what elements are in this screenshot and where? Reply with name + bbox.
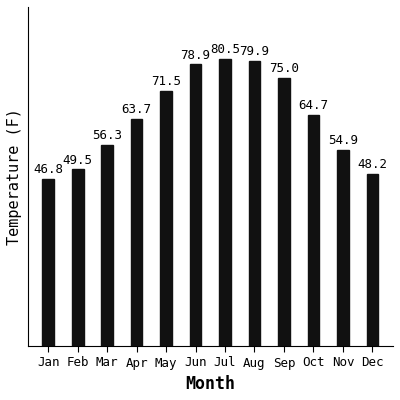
Text: 49.5: 49.5 — [63, 154, 93, 166]
Text: 75.0: 75.0 — [269, 62, 299, 76]
Bar — [42, 179, 54, 346]
Bar — [337, 150, 349, 346]
Text: 71.5: 71.5 — [151, 75, 181, 88]
Bar — [160, 91, 172, 346]
Bar — [219, 59, 231, 346]
Text: 63.7: 63.7 — [122, 103, 152, 116]
Bar — [278, 78, 290, 346]
Text: 64.7: 64.7 — [298, 99, 328, 112]
Bar — [131, 119, 142, 346]
Text: 56.3: 56.3 — [92, 129, 122, 142]
X-axis label: Month: Month — [185, 375, 235, 393]
Bar — [190, 64, 202, 346]
Bar — [249, 61, 260, 346]
Text: 46.8: 46.8 — [33, 163, 63, 176]
Text: 54.9: 54.9 — [328, 134, 358, 147]
Text: 79.9: 79.9 — [240, 45, 270, 58]
Bar — [101, 145, 113, 346]
Text: 78.9: 78.9 — [180, 48, 210, 62]
Text: 48.2: 48.2 — [358, 158, 388, 171]
Bar — [308, 115, 319, 346]
Text: 80.5: 80.5 — [210, 43, 240, 56]
Y-axis label: Temperature (F): Temperature (F) — [7, 108, 22, 245]
Bar — [72, 169, 84, 346]
Bar — [366, 174, 378, 346]
